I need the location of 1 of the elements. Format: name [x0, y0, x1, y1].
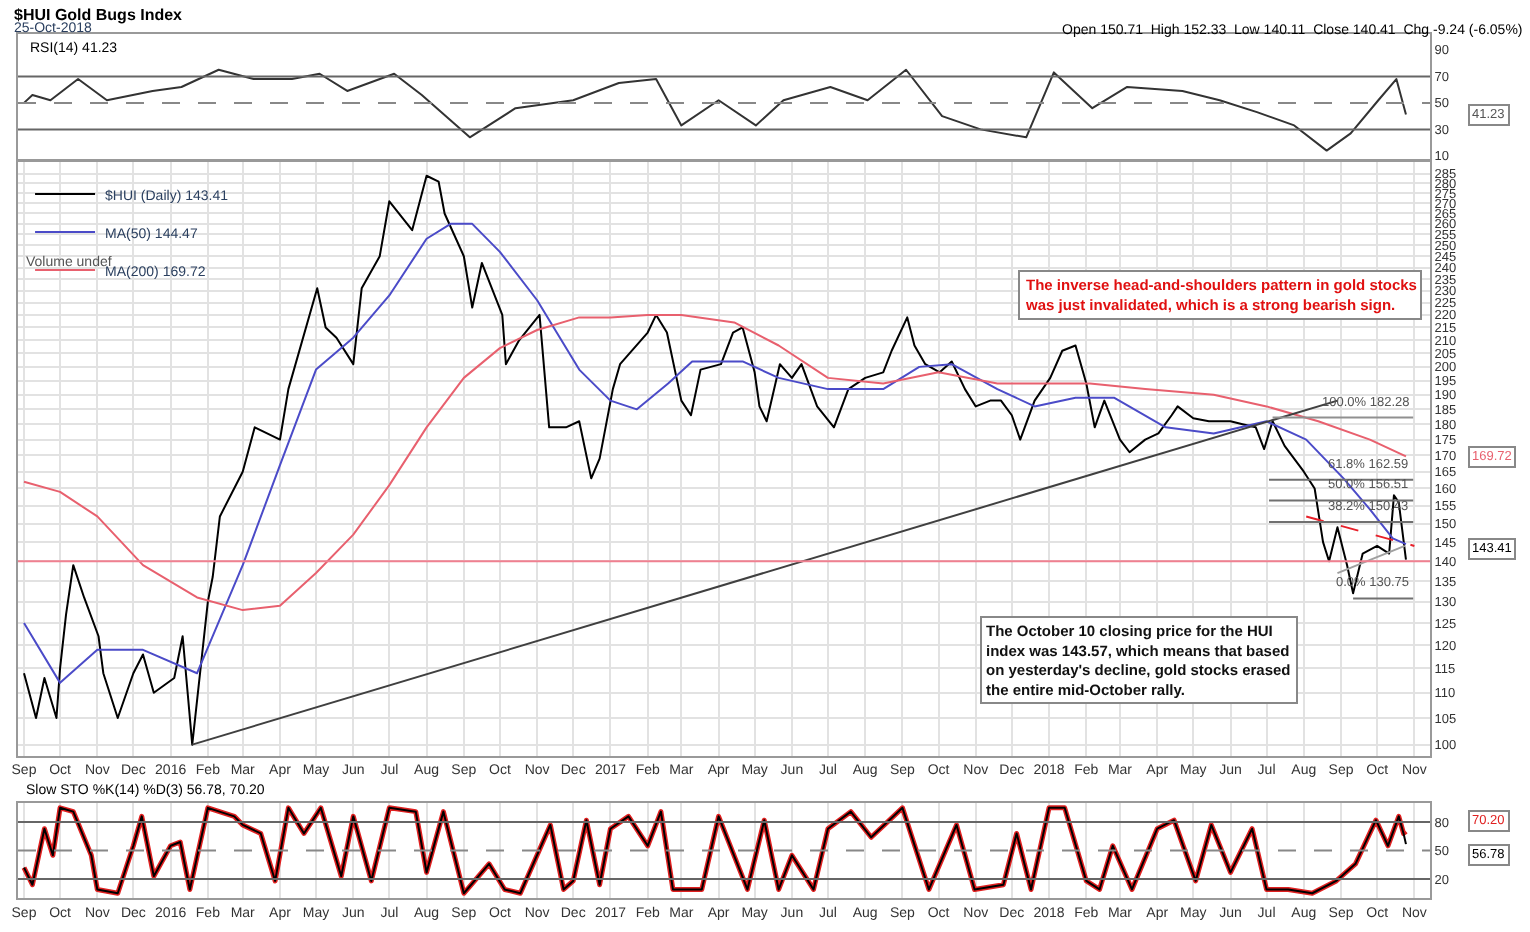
chart-title: $HUI Gold Bugs Index [14, 6, 184, 24]
